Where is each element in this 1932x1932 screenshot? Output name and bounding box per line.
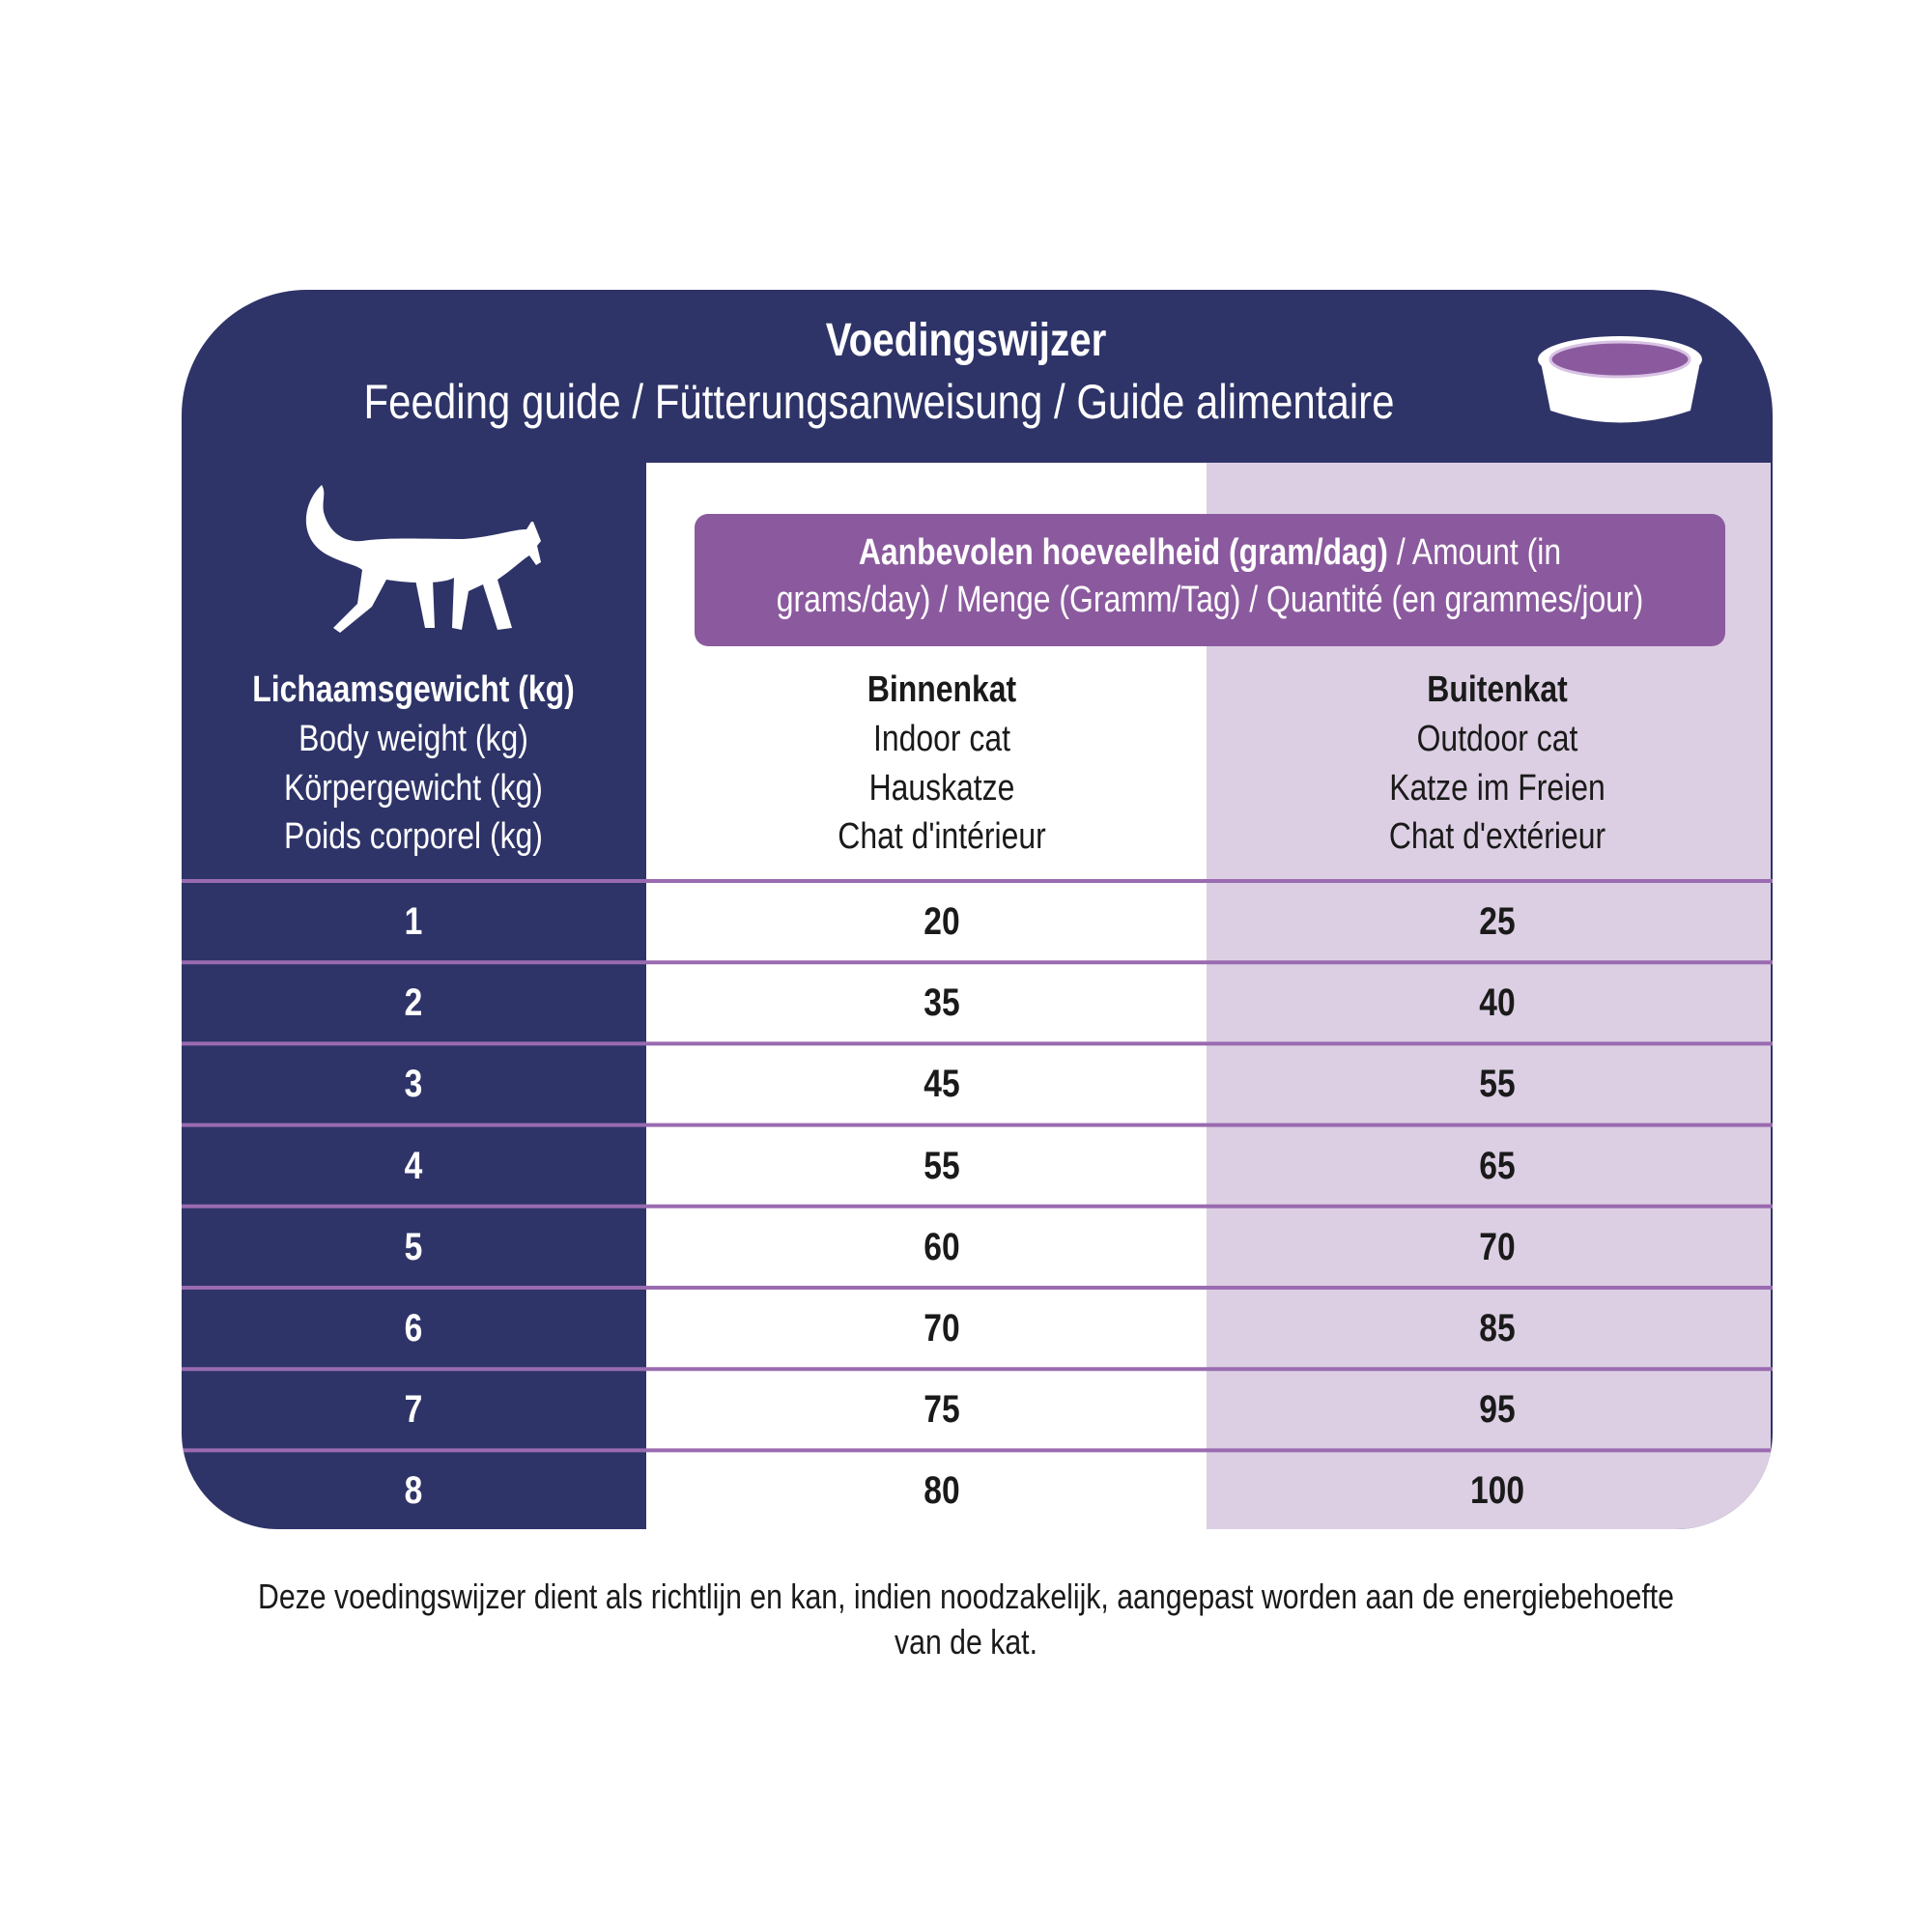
cell: 40 (1479, 981, 1516, 1025)
column-header: Hauskatze (868, 768, 1015, 809)
cell: 25 (1479, 900, 1516, 943)
amount-header-line: / Amount (in (1396, 532, 1562, 573)
cell: 55 (923, 1144, 960, 1187)
title: Voedingswijzer (825, 315, 1107, 366)
column-header: Chat d'extérieur (1388, 816, 1606, 857)
cell: 2 (404, 981, 423, 1025)
column-header: Outdoor cat (1416, 719, 1578, 759)
cell: 5 (404, 1225, 423, 1268)
cell: 45 (923, 1063, 960, 1106)
column-header: Binnenkat (867, 669, 1017, 710)
column-header: Körpergewicht (kg) (284, 768, 543, 809)
cell: 55 (1479, 1063, 1516, 1106)
column-header: Katze im Freien (1389, 768, 1605, 809)
cell: 8 (404, 1469, 423, 1513)
subtitle: Feeding guide / Fütterungsanweisung / Gu… (363, 375, 1395, 429)
cell: 3 (404, 1063, 423, 1106)
amount-header-bold: Aanbevolen hoeveelheid (gram/dag) (858, 532, 1388, 573)
cell: 35 (923, 981, 960, 1025)
cell: 1 (404, 900, 423, 943)
column-header: Poids corporel (kg) (284, 816, 543, 857)
cell: 6 (404, 1307, 423, 1350)
column-header: Buitenkat (1427, 669, 1568, 710)
column-header: Indoor cat (873, 719, 1010, 759)
column-header: Lichaamsgewicht (kg) (252, 669, 575, 710)
amount-header-line: grams/day) / Menge (Gramm/Tag) / Quantit… (776, 580, 1644, 621)
bowl-icon (1538, 336, 1702, 423)
amount-header: Aanbevolen hoeveelheid (gram/dag) / Amou… (736, 529, 1683, 625)
cell: 70 (923, 1307, 960, 1350)
cell: 65 (1479, 1144, 1516, 1187)
column-header: Body weight (kg) (298, 719, 528, 759)
cell: 4 (404, 1144, 423, 1187)
cell: 80 (923, 1469, 960, 1513)
footnote: Deze voedingswijzer dient als richtlijn … (258, 1577, 1674, 1662)
cell: 7 (404, 1388, 423, 1432)
cell: 85 (1479, 1307, 1516, 1350)
column-header: Chat d'intérieur (838, 816, 1046, 857)
cat-icon (305, 485, 541, 633)
cell: 95 (1479, 1388, 1516, 1432)
cell: 75 (923, 1388, 960, 1432)
cell: 100 (1469, 1469, 1525, 1513)
cell: 60 (923, 1225, 960, 1268)
cell: 20 (923, 900, 960, 943)
cell: 70 (1479, 1225, 1516, 1268)
amount-box (695, 514, 1725, 646)
